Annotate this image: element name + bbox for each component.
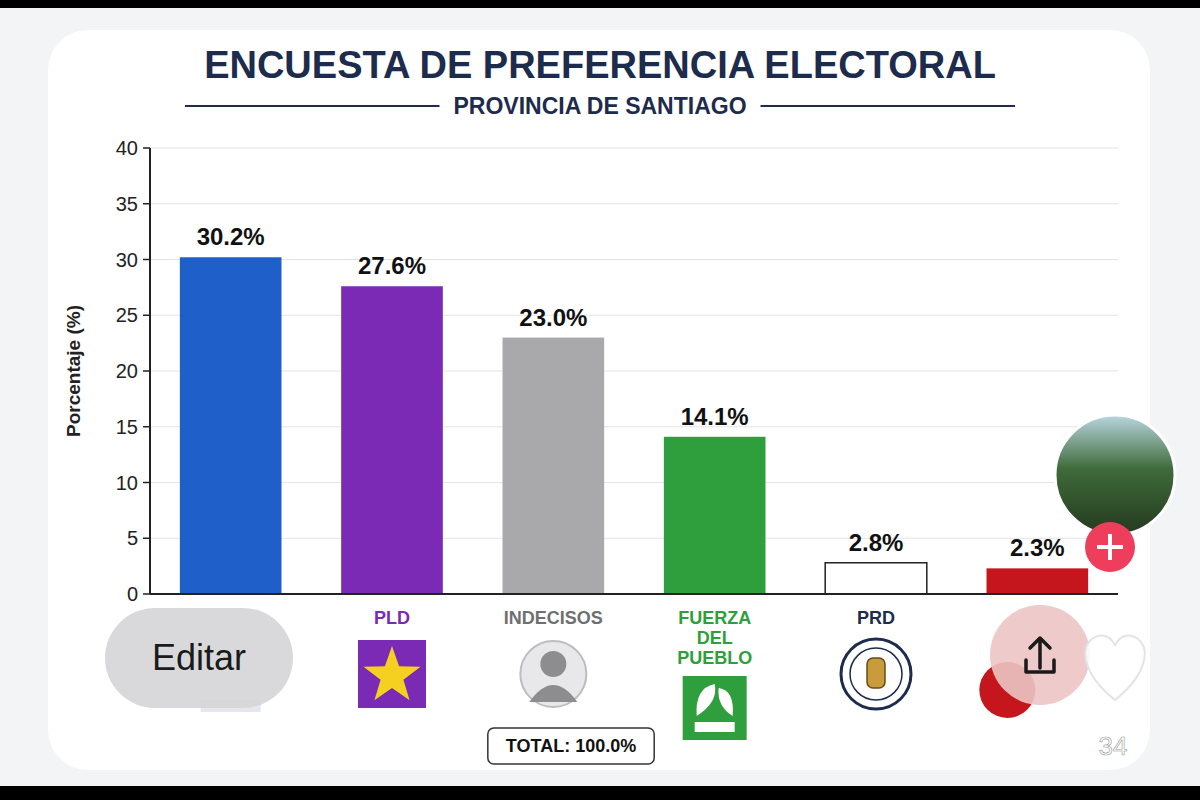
- grid-line: [150, 259, 1118, 260]
- x-axis: [150, 593, 1118, 595]
- edit-button-label[interactable]: Editar: [152, 637, 246, 678]
- title: ENCUESTA DE PREFERENCIA ELECTORAL: [204, 44, 996, 86]
- screen: [0, 8, 1200, 786]
- logo-leaf: [696, 684, 715, 716]
- grid-line: [150, 426, 1118, 427]
- y-tick: [143, 259, 150, 261]
- bar: [664, 437, 766, 594]
- y-tick: [143, 370, 150, 372]
- logo-star: [364, 646, 421, 700]
- data-label: 23.0%: [519, 304, 587, 331]
- party-logo: [358, 640, 426, 708]
- y-tick-label: 40: [116, 137, 138, 159]
- bar: [825, 563, 927, 594]
- y-tick: [143, 482, 150, 484]
- logo-bg: [358, 640, 426, 708]
- y-tick-label: 10: [116, 472, 138, 494]
- y-tick: [143, 538, 150, 540]
- data-label: 14.1%: [681, 403, 749, 430]
- y-tick-label: 35: [116, 193, 138, 215]
- y-tick: [143, 147, 150, 149]
- grid-line: [150, 370, 1118, 371]
- y-tick-label: 5: [127, 527, 138, 549]
- grid-line: [150, 482, 1118, 483]
- bar: [180, 257, 282, 594]
- x-tick-label: PLD: [374, 608, 410, 628]
- y-tick: [143, 315, 150, 317]
- card: [48, 30, 1150, 770]
- bar: [503, 338, 605, 594]
- logo-ring: [850, 648, 902, 700]
- x-tick-label-line: FUERZA: [678, 608, 751, 628]
- grid-line: [150, 538, 1118, 539]
- avatar[interactable]: [1055, 415, 1175, 535]
- party-logo: [683, 676, 747, 740]
- grid-line: [150, 147, 1118, 148]
- logo-bg: [520, 641, 586, 707]
- y-tick-label: 15: [116, 416, 138, 438]
- bar: [341, 286, 443, 594]
- x-tick-label: PRD: [857, 608, 895, 628]
- party-logo: [520, 641, 586, 707]
- data-label: 27.6%: [358, 252, 426, 279]
- x-tick-label: INDECISOS: [504, 608, 603, 628]
- like-count: 34: [1099, 731, 1128, 761]
- share-icon: [1026, 638, 1054, 672]
- page: ENCUESTA DE PREFERENCIA ELECTORAL PROVINC…: [0, 0, 1200, 800]
- y-tick: [143, 426, 150, 428]
- y-tick: [143, 593, 150, 595]
- y-tick: [143, 203, 150, 205]
- y-tick-label: 20: [116, 360, 138, 382]
- logo-bg: [683, 676, 747, 740]
- grid-line: [150, 593, 1118, 594]
- logo-bg: [841, 639, 911, 709]
- bars: [180, 257, 1088, 594]
- y-tick-label: 25: [116, 304, 138, 326]
- logo-leaf: [718, 688, 732, 716]
- grid-line: [150, 203, 1118, 204]
- logo-hand: [867, 658, 885, 688]
- annotation-box: [488, 728, 654, 764]
- x-tick-label-line: PUEBLO: [677, 648, 752, 668]
- x-tick-label-line: DEL: [697, 628, 733, 648]
- follow-button[interactable]: [1085, 522, 1135, 572]
- data-label: 2.3%: [1010, 534, 1065, 561]
- annotation: TOTAL: 100.0%: [506, 736, 636, 756]
- logo-bar: [695, 722, 735, 732]
- party-logo: [841, 639, 911, 709]
- frame: [0, 0, 1200, 800]
- y-tick-label: 30: [116, 249, 138, 271]
- subtitle: PROVINCIA DE SANTIAGO: [453, 93, 746, 119]
- logo-body: [529, 685, 577, 702]
- bar: [987, 568, 1089, 594]
- data-label: 2.8%: [849, 529, 904, 556]
- subtitle-rule: [761, 105, 1015, 107]
- y-tick-label: 0: [127, 583, 138, 605]
- subtitle-rule: [185, 105, 439, 107]
- x-tick-label: FUERZADELPUEBLO: [677, 608, 752, 668]
- y-axis: [149, 148, 151, 594]
- y-axis-title: Porcentaje (%): [63, 305, 84, 437]
- edit-button[interactable]: [105, 608, 293, 708]
- grid-line: [150, 315, 1118, 316]
- follow-plus: [1097, 534, 1123, 560]
- like-button[interactable]: [1085, 635, 1144, 700]
- logo-head: [540, 651, 566, 677]
- data-label: 30.2%: [197, 223, 265, 250]
- share-button[interactable]: [990, 605, 1090, 705]
